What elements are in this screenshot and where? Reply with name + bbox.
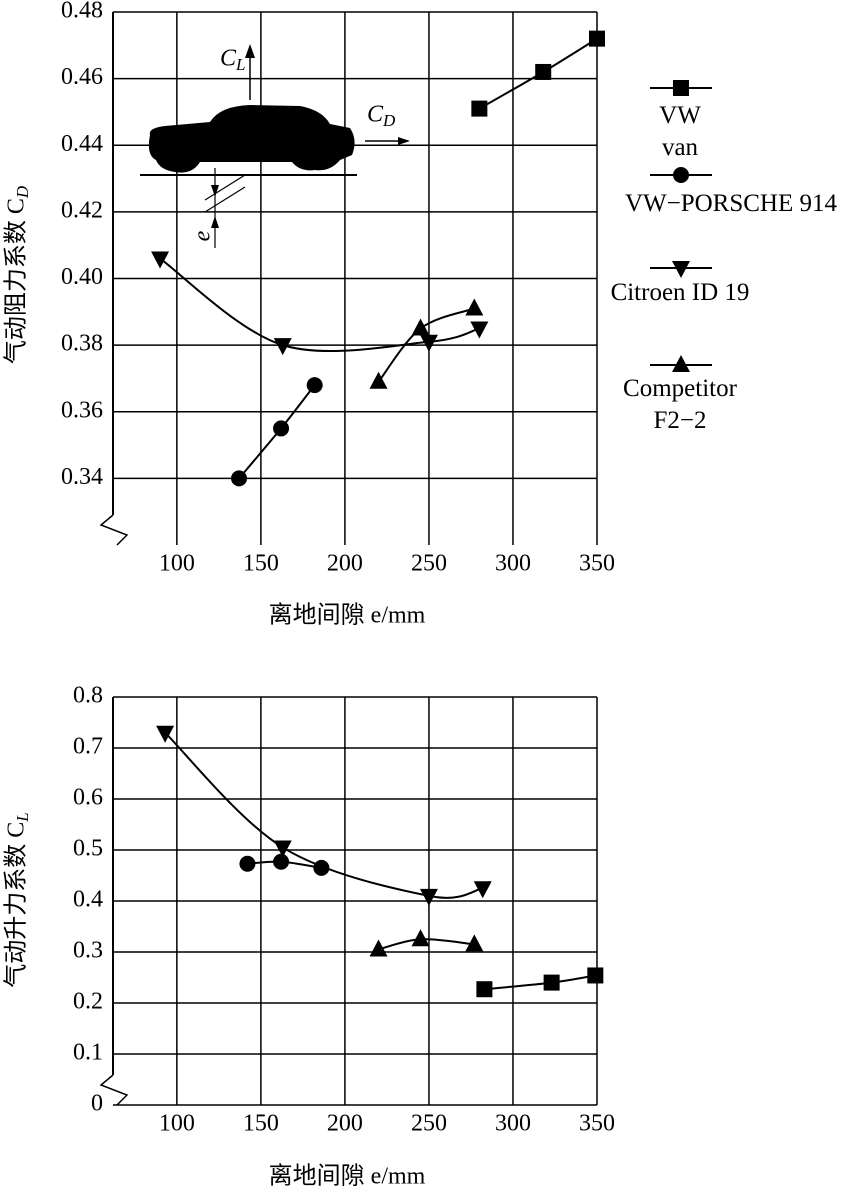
- x-tick-label: 100: [159, 551, 195, 577]
- marker: [465, 934, 484, 952]
- x-tick-label: 250: [411, 551, 447, 577]
- annotation: CD: [367, 102, 396, 130]
- axis-break: [99, 514, 129, 546]
- y-tick-label: 0.34: [61, 464, 103, 490]
- y-tick-label: 0.8: [73, 683, 103, 709]
- x-tick-label: 300: [495, 551, 531, 577]
- annotation: e: [190, 230, 216, 241]
- trend-line: [164, 731, 483, 899]
- marker: [151, 251, 170, 269]
- marker: [273, 338, 292, 356]
- marker: [471, 100, 488, 117]
- x-tick-label: 300: [495, 1111, 531, 1137]
- marker: [672, 261, 690, 278]
- x-tick-label: 350: [579, 551, 615, 577]
- y-tick-label: 0.7: [73, 734, 103, 760]
- marker: [419, 888, 438, 906]
- marker: [273, 840, 292, 858]
- y-tick-label: 0.6: [73, 785, 103, 811]
- marker: [465, 298, 484, 316]
- marker: [470, 321, 489, 339]
- x-axis-label: 离地间隙 e/mm: [269, 1163, 426, 1190]
- marker: [673, 80, 689, 96]
- y-tick-label: 0.40: [61, 264, 103, 290]
- marker: [306, 377, 323, 394]
- y-tick-label: 0.48: [61, 0, 103, 24]
- y-tick-label: 0.1: [73, 1040, 103, 1066]
- marker: [369, 939, 388, 957]
- y-tick-label: 0.3: [73, 938, 103, 964]
- marker: [419, 334, 438, 352]
- marker: [273, 853, 290, 870]
- y-tick-label: 0.44: [61, 131, 103, 157]
- x-tick-label: 250: [411, 1111, 447, 1137]
- marker: [672, 355, 690, 372]
- marker: [473, 881, 492, 899]
- marker: [273, 420, 290, 437]
- marker: [673, 167, 689, 183]
- marker: [411, 929, 430, 947]
- y-tick-label: 0.42: [61, 197, 103, 223]
- y-tick-label: 0.36: [61, 397, 103, 423]
- x-axis-label: 离地间隙 e/mm: [269, 602, 426, 629]
- marker: [589, 30, 605, 47]
- marker: [156, 725, 175, 743]
- marker: [535, 63, 552, 80]
- marker: [239, 855, 256, 872]
- marker: [543, 974, 560, 991]
- x-tick-label: 350: [579, 1111, 615, 1137]
- x-tick-label: 100: [159, 1111, 195, 1137]
- x-tick-label: 150: [243, 551, 279, 577]
- marker: [587, 967, 604, 984]
- marker: [476, 981, 493, 998]
- marker: [411, 318, 430, 336]
- car-sketch: [140, 44, 410, 248]
- marker: [231, 470, 248, 487]
- y-tick-label: 0.5: [73, 836, 103, 862]
- marker: [369, 371, 388, 389]
- x-tick-label: 150: [243, 1111, 279, 1137]
- legend-label: Citroen ID 19: [610, 279, 750, 306]
- trend-line: [159, 257, 480, 353]
- axis-break: [99, 1074, 129, 1106]
- legend-label: Competitor F2−2: [623, 375, 737, 434]
- y-tick-label: 0.38: [61, 331, 103, 357]
- y-axis-label: 气动升力系数 CL: [3, 812, 32, 987]
- y-tick-label: 0.2: [73, 989, 103, 1015]
- y-tick-label: 0.4: [73, 887, 103, 913]
- x-tick-label: 200: [327, 1111, 363, 1137]
- trend-line: [484, 974, 596, 991]
- y-axis-label: 气动阻力系数 CD: [3, 185, 32, 364]
- y-tick-label: 0.46: [61, 64, 103, 90]
- annotation: CL: [220, 46, 245, 74]
- x-tick-label: 200: [327, 551, 363, 577]
- legend-label: VW van: [659, 102, 701, 161]
- legend-label: VW−PORSCHE 914: [624, 190, 838, 217]
- y-tick-label: 0: [91, 1091, 103, 1117]
